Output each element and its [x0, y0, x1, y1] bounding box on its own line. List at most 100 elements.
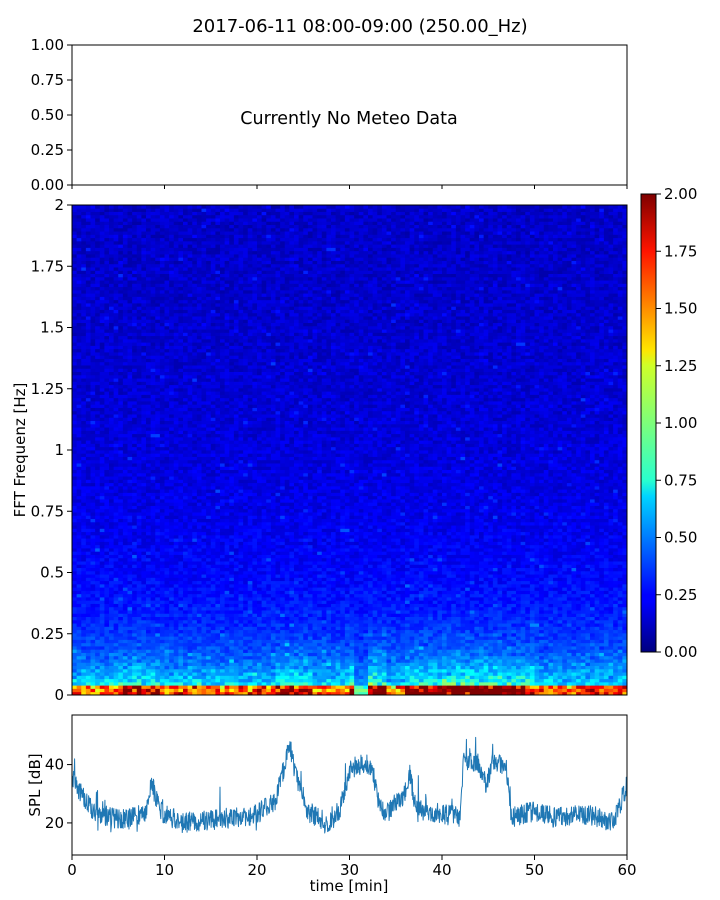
spectrogram-cell	[229, 590, 234, 594]
spectrogram-cell	[387, 675, 392, 679]
spectrogram-cell	[86, 558, 91, 562]
spectrogram-cell	[437, 610, 442, 614]
spectrogram-cell	[354, 682, 359, 686]
spectrogram-cell	[183, 633, 188, 637]
spectrogram-cell	[243, 636, 248, 640]
spectrogram-cell	[211, 581, 216, 585]
spectrogram-cell	[262, 666, 267, 670]
spectrogram-cell	[410, 669, 415, 673]
spectrogram-cell	[447, 685, 452, 689]
spectrogram-cell	[350, 656, 355, 660]
spectrogram-cell	[151, 656, 156, 660]
spectrogram-cell	[252, 604, 257, 608]
spectrogram-cell	[507, 581, 512, 585]
spectrogram-cell	[511, 679, 516, 683]
spectrogram-cell	[585, 584, 590, 588]
spectrogram-cell	[308, 623, 313, 627]
spectrogram-cell	[336, 604, 341, 608]
spectrogram-cell	[373, 613, 378, 617]
spectrogram-cell	[280, 685, 285, 689]
spectrogram-cell	[576, 656, 581, 660]
spectrogram-cell	[331, 682, 336, 686]
spectrogram-cell	[192, 626, 197, 630]
spectrogram-cell	[410, 675, 415, 679]
spectrogram-cell	[618, 607, 623, 611]
spectrogram-cell	[285, 564, 290, 568]
spectrogram-cell	[350, 646, 355, 650]
spectrogram-cell	[521, 600, 526, 604]
spectrogram-cell	[289, 564, 294, 568]
spectrogram-cell	[151, 639, 156, 643]
spectrogram-cell	[585, 643, 590, 647]
spectrogram-cell	[539, 656, 544, 660]
spectrogram-cell	[276, 568, 281, 572]
spectrogram-cell	[456, 672, 461, 676]
spectrogram-cell	[618, 666, 623, 670]
spectrogram-cell	[239, 672, 244, 676]
spectrogram-cell	[363, 653, 368, 657]
spectrogram-cell	[215, 685, 220, 689]
spectrogram-cell	[308, 653, 313, 657]
spectrogram-cell	[299, 604, 304, 608]
spectrogram-cell	[326, 626, 331, 630]
spectrogram-cell	[558, 669, 563, 673]
spectrogram-cell	[530, 669, 535, 673]
spectrogram-cell	[188, 662, 193, 666]
spectrogram-cell	[345, 620, 350, 624]
spectrogram-cell	[174, 590, 179, 594]
spectrogram-cell	[377, 574, 382, 578]
spectrogram-cell	[521, 564, 526, 568]
spectrogram-cell	[234, 672, 239, 676]
spectrogram-cell	[289, 600, 294, 604]
spectrogram-cell	[470, 620, 475, 624]
spectrogram-cell	[373, 649, 378, 653]
spectrogram-cell	[174, 584, 179, 588]
spectrogram-cell	[498, 682, 503, 686]
spectrogram-cell	[215, 584, 220, 588]
spectrogram-cell	[618, 584, 623, 588]
spectrogram-cell	[558, 636, 563, 640]
spectrogram-cell	[225, 574, 230, 578]
spectrogram-cell	[276, 571, 281, 575]
spectrogram-cell	[521, 639, 526, 643]
spectrogram-cell	[428, 600, 433, 604]
spectrogram-cell	[137, 623, 142, 627]
spectrogram-cell	[81, 581, 86, 585]
spectrogram-cell	[391, 682, 396, 686]
spectrogram-cell	[225, 571, 230, 575]
spectrogram-cell	[576, 672, 581, 676]
spectrogram-cell	[336, 656, 341, 660]
spectrogram-cell	[442, 577, 447, 581]
spectrogram-cell	[567, 682, 572, 686]
spectrogram-cell	[183, 568, 188, 572]
spectrogram-cell	[530, 672, 535, 676]
spectrogram-cell	[502, 571, 507, 575]
spectrogram-cell	[428, 561, 433, 565]
spectrogram-cell	[114, 656, 119, 660]
spectrogram-cell	[345, 574, 350, 578]
spectrogram-cell	[248, 584, 253, 588]
spectrogram-cell	[313, 561, 318, 565]
spectrogram-cell	[234, 639, 239, 643]
spectrogram-cell	[303, 620, 308, 624]
spectrogram-cell	[299, 587, 304, 591]
spectrogram-cell	[211, 630, 216, 634]
spectrogram-cell	[391, 679, 396, 683]
spectrogram-cell	[585, 659, 590, 663]
spectrogram-cell	[303, 630, 308, 634]
spectrogram-cell	[493, 630, 498, 634]
spectrogram-cell	[229, 623, 234, 627]
spectrogram-cell	[567, 594, 572, 598]
spectrogram-cell	[165, 675, 170, 679]
spectrogram-cell	[442, 571, 447, 575]
spectrogram-cell	[498, 646, 503, 650]
spectrogram-cell	[424, 610, 429, 614]
spectrogram-cell	[387, 685, 392, 689]
spectrogram-cell	[206, 643, 211, 647]
spectrogram-cell	[530, 633, 535, 637]
spectrogram-cell	[590, 564, 595, 568]
spectrogram-cell	[317, 610, 322, 614]
spectrogram-cell	[599, 688, 604, 692]
spectrogram-cell	[387, 669, 392, 673]
spectrogram-cell	[391, 584, 396, 588]
